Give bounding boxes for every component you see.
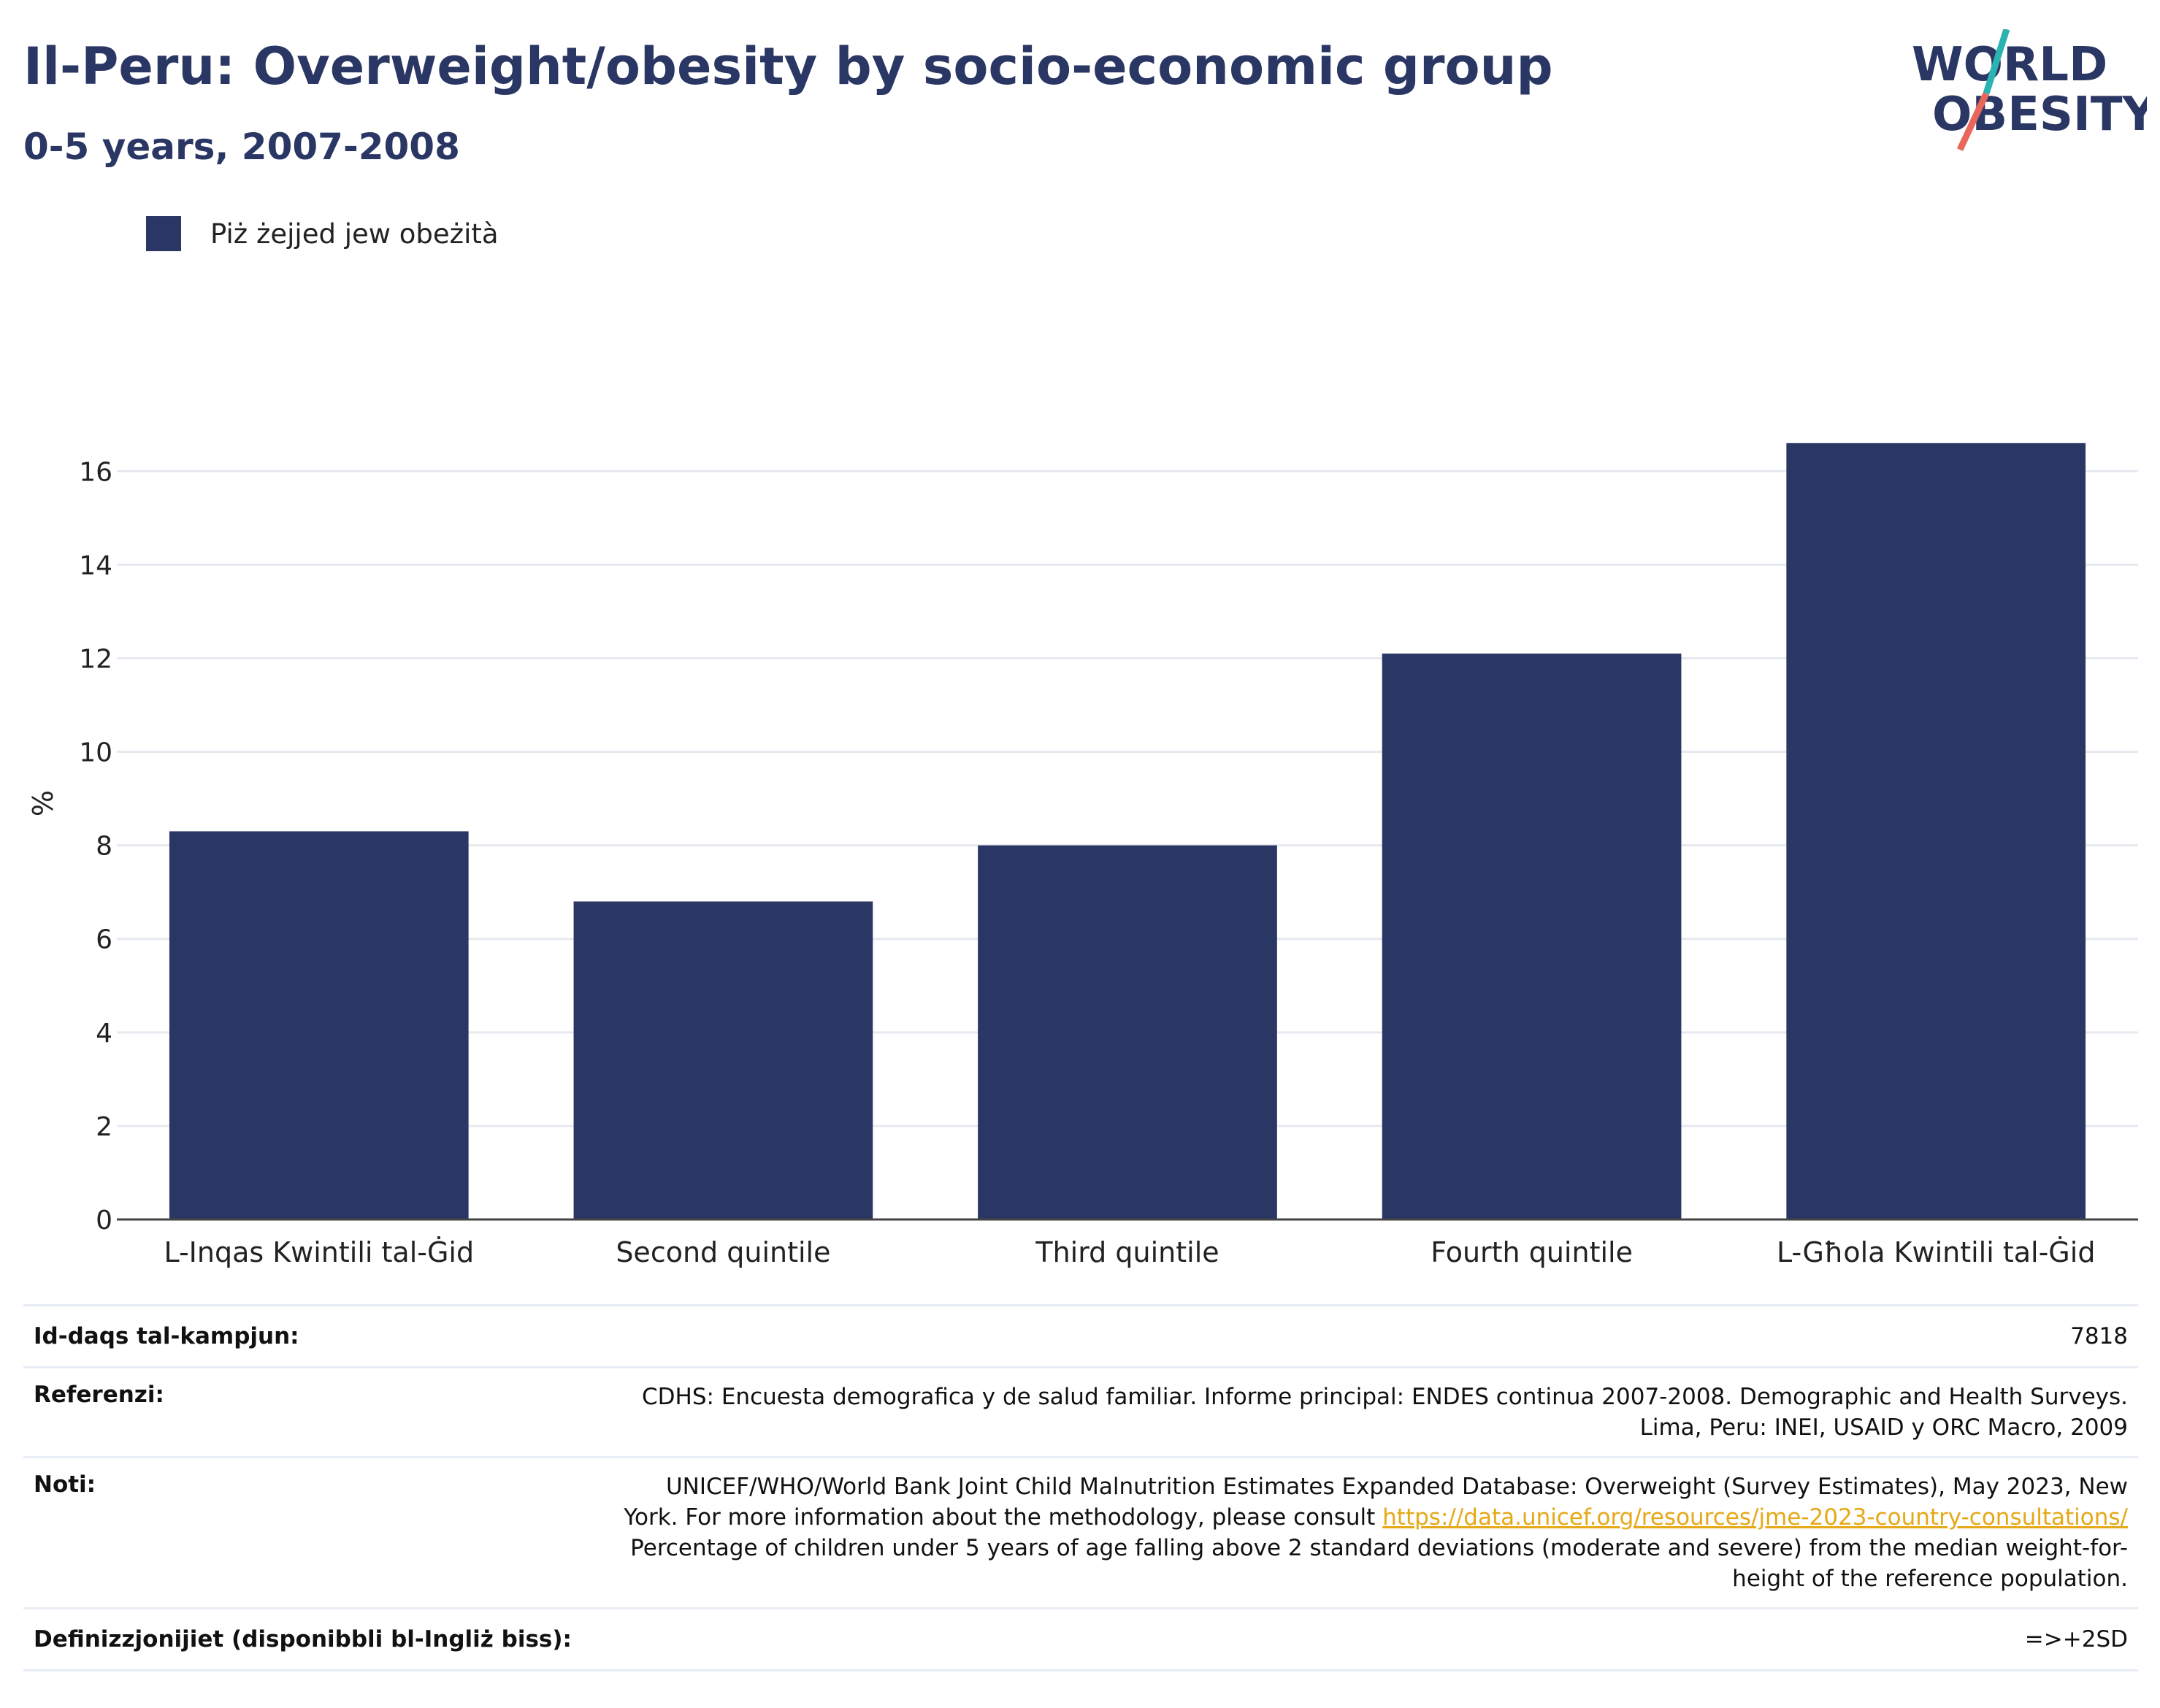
definitions-label: Definizzjonijiet (disponibbli bl-Ingliż … [34,1626,572,1653]
y-axis-label: % [27,790,59,816]
sample-size-value: 7818 [2070,1323,2128,1349]
y-tick-label: 12 [79,644,112,674]
info-row-definitions: Definizzjonijiet (disponibbli bl-Ingliż … [23,1607,2138,1671]
y-tick-label: 8 [96,832,112,862]
sample-size-label: Id-daqs tal-kampjun: [34,1323,299,1349]
methodology-link[interactable]: https://data.unicef.org/resources/jme-20… [1382,1504,2128,1531]
y-tick-label: 6 [96,925,112,955]
info-row-sample-size: Id-daqs tal-kampjun: 7818 [23,1304,2138,1366]
references-line1: CDHS: Encuesta demografica y de salud fa… [642,1384,2128,1410]
y-tick-label: 10 [79,738,112,768]
notes-label: Noti: [34,1471,96,1498]
y-tick-label: 14 [79,551,112,581]
notes-line2: York. For more information about the met… [624,1504,1383,1531]
bars [169,443,2086,1219]
references-label: Referenzi: [34,1382,164,1408]
y-tick-labels: 0 2 4 6 8 10 12 14 16 [79,457,112,1236]
info-row-references: Referenzi: CDHS: Encuesta demografica y … [23,1366,2138,1456]
bar-chart: 0 2 4 6 8 10 12 14 16 L-Inqas Kwintili tal-Ġid Se… [27,443,2138,1268]
x-tick-label: Third quintile [1035,1236,1219,1268]
logo-red-stroke [1956,92,1990,151]
notes-line4: height of the reference population. [1732,1566,2128,1592]
references-line2: Lima, Peru: INEI, USAID y ORC Macro, 200… [1639,1414,2128,1441]
y-tick-label: 4 [96,1019,112,1049]
notes-line1: UNICEF/WHO/World Bank Joint Child Malnut… [665,1474,2128,1500]
info-row-notes: Noti: UNICEF/WHO/World Bank Joint Child … [23,1456,2138,1607]
x-tick-labels: L-Inqas Kwintili tal-Ġid Second quintile T… [164,1236,2095,1268]
info-table: Id-daqs tal-kampjun: 7818 Referenzi: CDH… [23,1304,2138,1671]
bar [978,845,1277,1219]
references-value: CDHS: Encuesta demografica y de salud fa… [642,1382,2138,1443]
bar [169,831,469,1219]
definitions-value: =>+2SD [2024,1626,2128,1653]
page-subtitle: 0-5 years, 2007-2008 [23,126,460,168]
y-tick-label: 16 [79,457,112,487]
notes-line3: Percentage of children under 5 years of … [630,1535,2128,1561]
legend-label: Piż żejjed jew obeżità [210,218,499,250]
logo-line1: WORLD [1912,38,2107,92]
chart-legend: Piż żejjed jew obeżità [146,216,499,251]
world-obesity-logo: WORLD OBESITY [1912,29,2147,151]
bar [573,901,873,1219]
page-title: Il-Peru: Overweight/obesity by socio-eco… [23,37,1553,96]
bar [1786,443,2086,1219]
bar [1382,654,1682,1219]
legend-swatch [146,216,181,251]
y-tick-label: 2 [96,1112,112,1142]
logo-teal-stroke [1983,29,2010,95]
x-tick-label: Second quintile [616,1236,830,1268]
x-tick-label: L-Inqas Kwintili tal-Ġid [164,1236,474,1268]
notes-value: UNICEF/WHO/World Bank Joint Child Malnut… [624,1471,2138,1594]
x-tick-label: L-Għola Kwintili tal-Ġid [1777,1236,2096,1268]
x-tick-label: Fourth quintile [1431,1236,1633,1268]
y-tick-label: 0 [96,1206,112,1236]
